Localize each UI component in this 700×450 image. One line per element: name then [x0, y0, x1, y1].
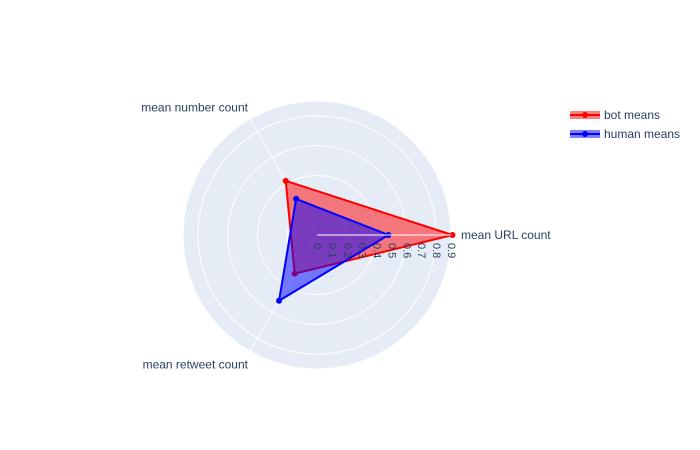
legend[interactable]: bot means human means	[570, 108, 680, 141]
radial-tick-label: 0	[311, 243, 323, 249]
radial-tick-label: 0.8	[430, 243, 442, 258]
legend-item-human-means[interactable]: human means	[570, 127, 680, 141]
legend-marker	[582, 131, 588, 137]
legend-label: human means	[604, 127, 680, 141]
radial-tick-label: 0.9	[445, 243, 457, 258]
axis-label-mean-url-count: mean URL count	[461, 228, 551, 242]
radial-tick-labels: 0 0.1 0.2 0.3 0.4 0.5 0.6 0.7 0.8 0.9	[311, 234, 457, 258]
legend-label: bot means	[604, 108, 660, 122]
legend-item-bot-means[interactable]: bot means	[570, 108, 660, 122]
radial-tick-label: 0.5	[385, 243, 397, 258]
series-area	[278, 197, 390, 302]
data-point[interactable]	[276, 297, 283, 304]
data-point[interactable]	[282, 177, 289, 184]
axis-label-mean-retweet-count: mean retweet count	[143, 358, 249, 372]
series-human-means	[276, 195, 392, 304]
radial-tick-label: 0.3	[356, 243, 368, 258]
series-layer	[276, 177, 456, 304]
category-axis-labels: mean URL count mean number count mean retw…	[141, 100, 551, 371]
radial-tick-label: 0.6	[400, 243, 412, 258]
radial-tick-label: 0.1	[326, 243, 338, 258]
data-point[interactable]	[293, 195, 300, 202]
legend-marker	[582, 112, 588, 118]
data-point[interactable]	[449, 232, 456, 238]
radial-tick-label: 0.4	[371, 243, 383, 258]
radial-tick-label: 0.7	[415, 243, 427, 258]
axis-label-mean-number-count: mean number count	[141, 100, 248, 114]
radial-tick-label: 0.2	[341, 243, 353, 258]
